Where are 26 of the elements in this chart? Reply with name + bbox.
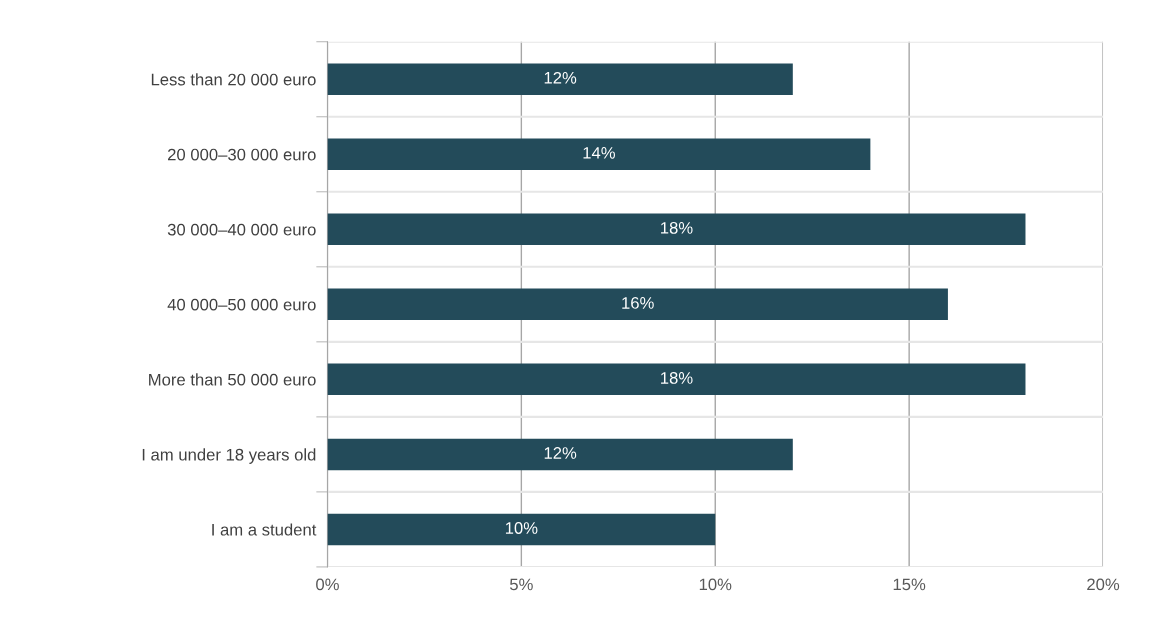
x-tick-label: 20% [1087,578,1120,591]
y-tick-label: 20 000–30 000 euro [168,148,316,161]
data-label: 12% [544,71,577,84]
y-tick-label: I am a student [212,523,317,536]
bar [327,63,793,96]
bar [327,513,716,546]
y-tick-label: More than 50 000 euro [149,373,316,386]
bar [327,363,1026,396]
bar [327,288,948,321]
x-tick-label: 15% [893,578,926,591]
x-tick-label: 5% [509,578,533,591]
y-tick-label: I am under 18 years old [142,448,316,464]
bar [327,138,871,171]
data-label: 16% [622,297,654,309]
x-tick-label: 0% [316,578,339,591]
bar [327,213,1026,246]
y-tick-label: Less than 20 000 euro [151,73,316,86]
data-label: 14% [583,147,615,159]
y-tick-label: 30 000–40 000 euro [167,223,316,236]
bar [327,438,793,471]
data-label: 10% [505,522,538,534]
y-tick-label: 40 000–50 000 euro [167,298,316,311]
data-label: 18% [661,221,693,234]
data-label: 18% [661,372,693,384]
data-label: 12% [544,447,577,459]
x-tick-label: 10% [699,578,732,591]
